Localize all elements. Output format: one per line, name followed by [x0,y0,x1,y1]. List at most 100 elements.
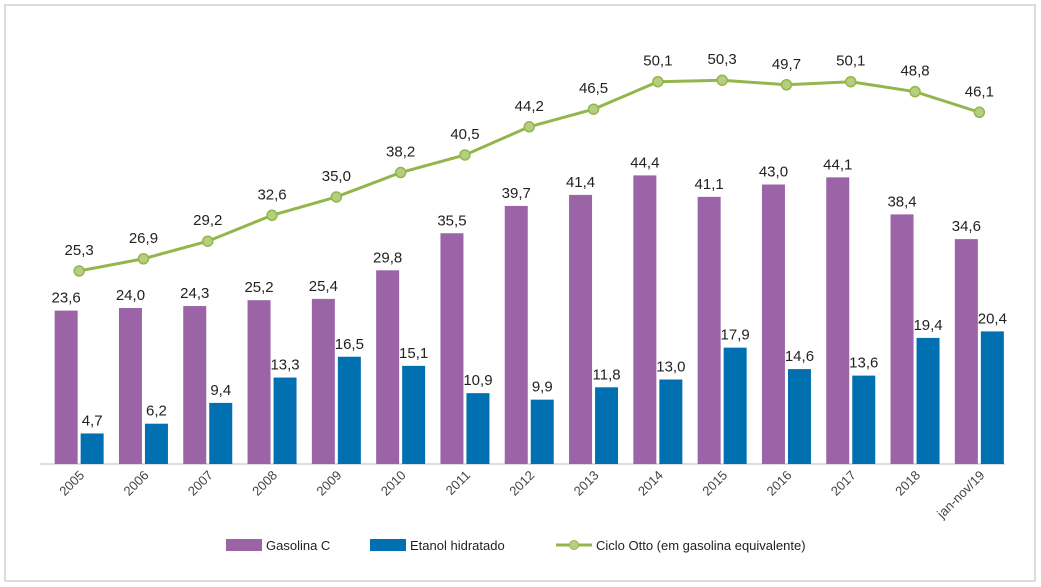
bar [530,399,554,464]
legend-label: Etanol hidratado [410,538,505,553]
bar [209,402,233,464]
data-label: 35,5 [437,212,466,229]
bar [659,379,683,464]
bar [723,347,747,464]
line-marker [137,253,150,265]
x-tick-label: 2009 [313,468,344,499]
data-label: 13,6 [849,355,878,372]
legend-swatch [226,539,262,551]
data-label: 49,7 [772,56,801,73]
data-label: 4,7 [82,412,103,429]
data-label: 48,8 [900,63,929,80]
x-tick-label: 2011 [443,468,473,498]
bar [954,239,978,464]
data-label: 17,9 [721,327,750,344]
data-label: 40,5 [450,126,479,143]
data-label: 44,4 [630,154,659,171]
data-label: 39,7 [502,185,531,202]
data-label: 25,3 [65,242,94,259]
data-label: 34,6 [952,218,981,235]
line-marker [73,265,85,277]
data-label: 38,2 [386,144,415,161]
bar [761,184,785,464]
line-marker [716,74,728,86]
line-marker [587,103,600,115]
line-marker [845,75,857,88]
bar [697,196,721,464]
bar [633,175,657,464]
data-label: 46,5 [579,80,608,97]
data-label: 9,4 [210,382,231,399]
bar [402,365,426,464]
legend-swatch [370,539,406,551]
x-tick-label: 2014 [635,468,666,499]
x-tick-label: 2012 [506,468,537,499]
data-label: 13,0 [656,359,685,376]
legend-label: Ciclo Otto (em gasolina equivalente) [596,538,806,553]
data-label: 41,1 [695,176,724,193]
data-label: 13,3 [270,357,299,374]
data-label: 24,3 [180,285,209,302]
line-marker [909,85,921,98]
data-label: 50,1 [643,53,672,70]
data-label: 15,1 [399,345,428,362]
bar [916,337,940,464]
data-label: 44,1 [823,156,852,173]
bar [890,214,914,464]
data-label: 29,2 [193,212,222,229]
x-tick-label: 2017 [828,468,859,499]
data-label: 9,9 [532,379,553,396]
data-label: 20,4 [978,310,1007,327]
data-label: 50,1 [836,53,865,70]
x-tick-label: 2008 [249,468,280,499]
bar [80,433,104,464]
bar [183,306,207,464]
data-label: 14,6 [785,348,814,365]
data-label: 44,2 [515,98,544,115]
line-marker [202,235,214,247]
line-marker [652,75,664,88]
data-label: 38,4 [887,193,916,210]
line-marker [266,209,278,222]
bar [144,423,168,464]
data-label: 50,3 [708,51,737,68]
data-label: 19,4 [913,317,942,334]
x-tick-label: 2006 [121,468,152,499]
bar [980,331,1004,464]
bar [337,356,361,464]
bar [54,310,78,464]
legend-label: Gasolina C [266,538,330,553]
x-tick-label: 2013 [571,468,602,499]
data-label: 6,2 [146,403,167,420]
bar [273,377,297,464]
x-tick-label: 2015 [699,468,730,499]
data-label: 43,0 [759,164,788,181]
data-label: 25,2 [244,279,273,296]
bar [247,300,271,464]
bar [852,375,876,464]
x-tick-label: jan-nov/19 [933,468,987,522]
x-tick-label: 2010 [378,468,409,499]
data-label: 11,8 [593,366,621,383]
data-label: 23,6 [52,290,81,307]
bar [311,298,335,464]
bar [440,233,464,464]
data-label: 10,9 [463,372,492,389]
data-label: 46,1 [965,83,994,100]
bar [118,308,142,464]
bar [787,369,811,464]
bar [826,177,850,464]
bar [595,387,619,464]
line-marker [973,106,986,119]
data-label: 41,4 [566,174,595,191]
x-tick-label: 2016 [764,468,795,499]
data-label: 25,4 [309,278,338,295]
line-marker [394,166,407,179]
line-marker [330,191,343,203]
data-label: 16,5 [335,336,364,353]
line-marker [780,79,793,91]
bar [376,270,400,464]
bar [569,194,593,464]
x-tick-label: 2005 [56,468,87,499]
data-label: 26,9 [129,230,158,247]
